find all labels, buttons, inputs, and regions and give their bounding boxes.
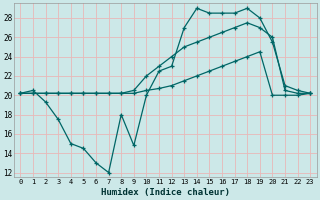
X-axis label: Humidex (Indice chaleur): Humidex (Indice chaleur) — [101, 188, 230, 197]
